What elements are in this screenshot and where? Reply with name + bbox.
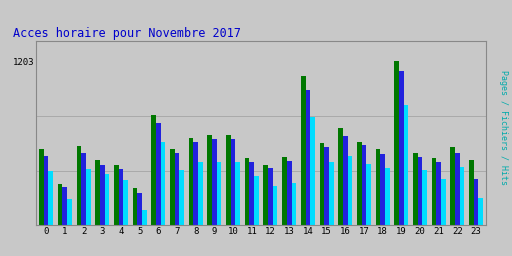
Bar bbox=[385, 168, 390, 225]
Bar bbox=[179, 170, 184, 225]
Bar bbox=[161, 142, 165, 225]
Bar bbox=[194, 142, 198, 225]
Bar bbox=[39, 149, 44, 225]
Bar bbox=[254, 176, 259, 225]
Bar bbox=[198, 163, 203, 225]
Bar bbox=[245, 158, 249, 225]
Bar bbox=[273, 186, 278, 225]
Bar bbox=[455, 153, 460, 225]
Bar bbox=[133, 188, 137, 225]
Bar bbox=[451, 147, 455, 225]
Bar bbox=[380, 154, 385, 225]
Bar bbox=[100, 165, 104, 225]
Bar bbox=[474, 179, 478, 225]
Bar bbox=[236, 162, 240, 225]
Bar bbox=[403, 105, 409, 225]
Bar bbox=[329, 163, 333, 225]
Bar bbox=[324, 147, 329, 225]
Bar bbox=[264, 165, 268, 225]
Bar bbox=[436, 163, 441, 225]
Bar bbox=[217, 162, 221, 225]
Bar bbox=[460, 167, 464, 225]
Bar bbox=[301, 77, 306, 225]
Bar bbox=[119, 169, 123, 225]
Bar bbox=[123, 179, 128, 225]
Bar bbox=[44, 156, 49, 225]
Bar bbox=[212, 139, 217, 225]
Bar bbox=[394, 61, 399, 225]
Bar bbox=[156, 123, 161, 225]
Bar bbox=[170, 149, 175, 225]
Bar bbox=[287, 161, 291, 225]
Bar bbox=[114, 165, 119, 225]
Bar bbox=[151, 115, 156, 225]
Bar bbox=[310, 118, 315, 225]
Bar bbox=[366, 164, 371, 225]
Bar bbox=[58, 184, 62, 225]
Bar bbox=[361, 145, 366, 225]
Bar bbox=[413, 153, 418, 225]
Bar bbox=[249, 163, 254, 225]
Bar bbox=[399, 71, 403, 225]
Bar bbox=[306, 90, 310, 225]
Bar bbox=[231, 139, 236, 225]
Bar bbox=[189, 138, 194, 225]
Text: Acces horaire pour Novembre 2017: Acces horaire pour Novembre 2017 bbox=[13, 27, 241, 40]
Bar bbox=[226, 135, 231, 225]
Bar bbox=[142, 210, 146, 225]
Bar bbox=[376, 149, 380, 225]
Bar bbox=[104, 174, 109, 225]
Bar bbox=[319, 143, 324, 225]
Bar bbox=[478, 198, 483, 225]
Bar bbox=[441, 179, 446, 225]
Bar bbox=[338, 128, 343, 225]
Bar bbox=[282, 157, 287, 225]
Bar bbox=[86, 169, 91, 225]
Bar bbox=[137, 193, 142, 225]
Bar bbox=[422, 170, 427, 225]
Bar bbox=[432, 158, 436, 225]
Bar bbox=[76, 146, 81, 225]
Bar bbox=[81, 153, 86, 225]
Bar bbox=[343, 136, 348, 225]
Bar bbox=[95, 160, 100, 225]
Bar bbox=[469, 160, 474, 225]
Bar bbox=[348, 156, 352, 225]
Bar bbox=[418, 157, 422, 225]
Bar bbox=[268, 168, 273, 225]
Text: Pages / Fichiers / Hits: Pages / Fichiers / Hits bbox=[499, 70, 508, 186]
Bar bbox=[62, 187, 67, 225]
Bar bbox=[49, 171, 53, 225]
Bar bbox=[67, 199, 72, 225]
Bar bbox=[291, 183, 296, 225]
Bar bbox=[207, 135, 212, 225]
Bar bbox=[175, 153, 179, 225]
Bar bbox=[357, 142, 361, 225]
